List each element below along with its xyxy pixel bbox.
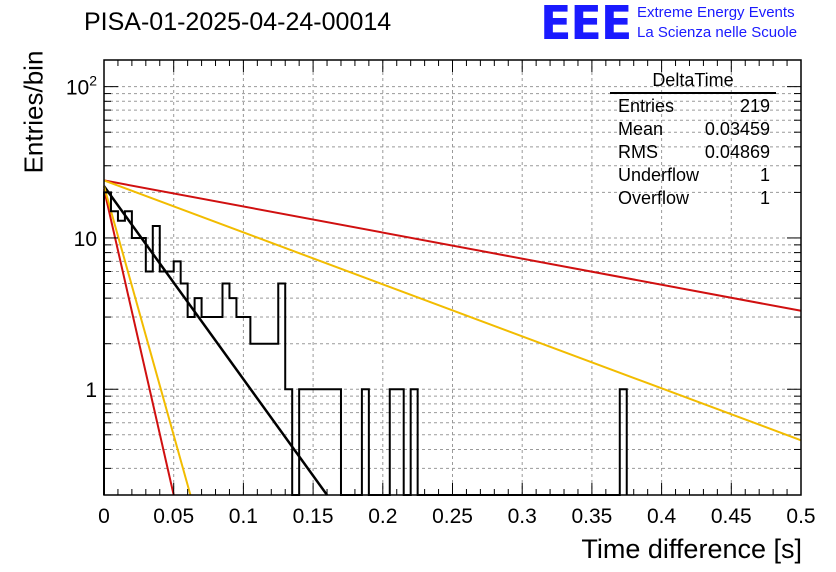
x-tick-labels: 0 0.05 0.1 0.15 0.2 0.25 0.3 0.35 0.4 0.45 0.5	[98, 505, 815, 528]
stats-value: 219	[739, 96, 770, 116]
series-line-red-shallow	[103, 179, 802, 312]
chart-title: PISA-01-2025-04-24-00014	[84, 8, 392, 36]
series-line-red-steep	[103, 188, 175, 496]
series-line-yellow-shallow	[103, 179, 802, 442]
stats-row: RMS 0.04869	[610, 141, 776, 164]
stats-value: 1	[759, 165, 770, 185]
stats-box-name: DeltaTime	[610, 70, 776, 94]
stats-row: Mean 0.03459	[610, 118, 776, 141]
logo-caption-line2: La Scienza nelle Scuole	[637, 24, 798, 41]
stats-box: DeltaTime Entries 219 Mean 0.03459 RMS 0.04…	[610, 70, 776, 210]
stats-value: 0.04869	[704, 142, 770, 162]
x-tick-label: 0.15	[293, 505, 334, 528]
axis-ticks	[103, 60, 802, 496]
x-tick-label: 0.5	[786, 505, 815, 528]
eee-logo: EEE	[540, 0, 632, 50]
stats-value: 1	[759, 188, 770, 208]
stats-value: 0.03459	[704, 119, 770, 139]
y-tick-label: 1	[85, 379, 97, 402]
stats-label: Mean	[618, 119, 664, 139]
y-tick-label: 102	[66, 73, 97, 100]
x-tick-label: 0.25	[432, 505, 473, 528]
x-tick-label: 0.2	[368, 505, 397, 528]
stats-label: Underflow	[618, 165, 700, 185]
stats-label: RMS	[618, 142, 658, 162]
y-tick-labels: 1 10 102	[66, 73, 97, 403]
y-tick-label: 10	[74, 228, 97, 251]
stats-label: Overflow	[618, 188, 690, 208]
stats-label: Entries	[618, 96, 675, 116]
grid-lines	[104, 60, 801, 496]
y-axis-label: Entries/bin	[18, 50, 49, 174]
x-tick-label: 0.35	[571, 505, 612, 528]
stats-row: Underflow 1	[610, 164, 776, 187]
x-tick-label: 0.4	[647, 505, 677, 528]
logo-caption-line1: Extreme Energy Events	[637, 4, 795, 21]
series-line-fit-black	[102, 185, 329, 496]
stats-row: Entries 219	[610, 95, 776, 118]
stats-row: Overflow 1	[610, 187, 776, 210]
x-tick-label: 0	[98, 505, 110, 528]
x-tick-label: 0.45	[711, 505, 752, 528]
x-tick-label: 0.3	[508, 505, 537, 528]
x-axis-label: Time difference [s]	[581, 534, 802, 564]
series-line-yellow-steep	[103, 185, 192, 496]
x-tick-label: 0.1	[229, 505, 258, 528]
x-tick-label: 0.05	[153, 505, 194, 528]
